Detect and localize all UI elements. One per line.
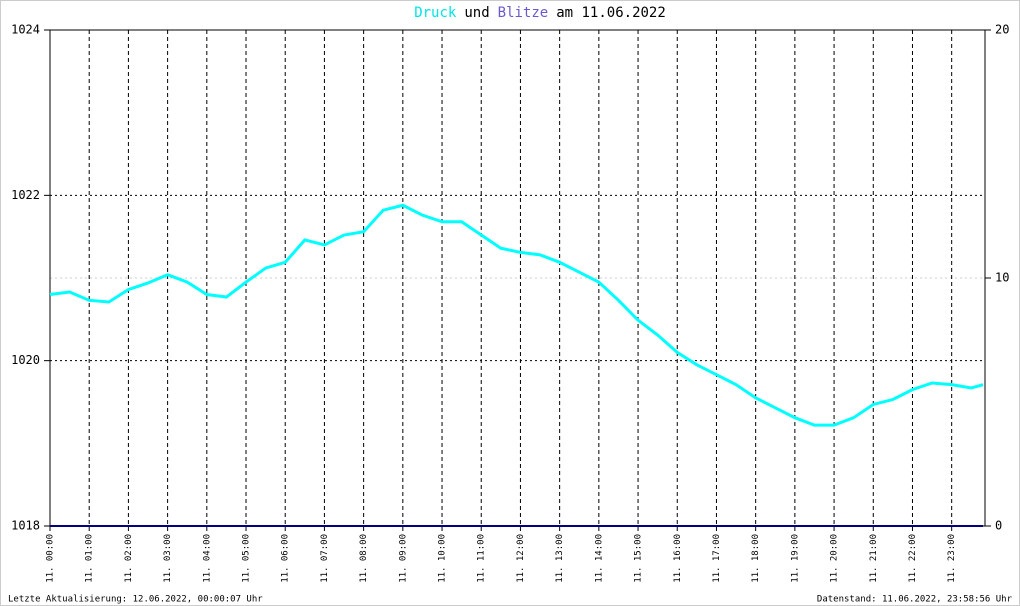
series-line <box>49 203 984 427</box>
x-tick-label: 11. 22:00 <box>908 534 918 583</box>
title-part: am 11.06.2022 <box>556 5 666 21</box>
x-tick-label: 11. 10:00 <box>438 534 448 583</box>
x-tick-label: 11. 03:00 <box>163 534 173 583</box>
x-tick-label: 11. 14:00 <box>594 534 604 583</box>
footer-right: Datenstand: 11.06.2022, 23:58:56 Uhr <box>817 595 1013 605</box>
x-tick-label: 11. 15:00 <box>634 534 644 583</box>
title-part: Blitze <box>498 5 549 21</box>
x-tick-label: 11. 06:00 <box>281 534 291 583</box>
title-part: Druck <box>414 5 457 21</box>
x-tick-label: 11. 12:00 <box>516 534 526 583</box>
y2-tick-label: 0 <box>995 519 1002 533</box>
x-tick-label: 11. 07:00 <box>320 534 330 583</box>
y-tick-label: 1024 <box>11 23 40 37</box>
x-tick-label: 11. 20:00 <box>830 534 840 583</box>
footer-left: Letzte Aktualisierung: 12.06.2022, 00:00… <box>8 595 263 605</box>
x-tick-label: 11. 08:00 <box>359 534 369 583</box>
x-tick-label: 11. 18:00 <box>751 534 761 583</box>
y2-tick-label: 10 <box>995 271 1009 285</box>
x-tick-label: 11. 11:00 <box>477 534 487 583</box>
x-tick-label: 11. 17:00 <box>712 534 722 583</box>
x-tick-label: 11. 21:00 <box>869 534 879 583</box>
y-tick-label: 1020 <box>11 353 40 367</box>
x-tick-label: 11. 04:00 <box>202 534 212 583</box>
x-tick-label: 11. 16:00 <box>673 534 683 583</box>
x-tick-label: 11. 00:00 <box>46 534 56 583</box>
x-tick-label: 11. 23:00 <box>947 534 957 583</box>
chart-title: Druck und Blitze am 11.06.2022 <box>414 5 666 21</box>
title-part: und <box>464 5 489 21</box>
x-tick-label: 11. 19:00 <box>790 534 800 583</box>
y2-tick-label: 20 <box>995 23 1009 37</box>
y-tick-label: 1022 <box>11 188 40 202</box>
x-tick-label: 11. 09:00 <box>398 534 408 583</box>
x-tick-label: 11. 01:00 <box>85 534 95 583</box>
x-tick-label: 11. 05:00 <box>242 534 252 583</box>
x-tick-label: 11. 02:00 <box>124 534 134 583</box>
y-tick-label: 1018 <box>11 519 40 533</box>
x-tick-label: 11. 13:00 <box>555 534 565 583</box>
